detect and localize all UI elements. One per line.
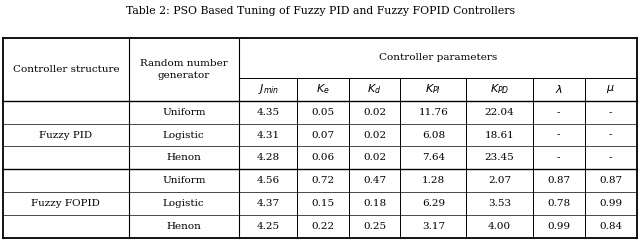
Text: 0.02: 0.02: [363, 153, 386, 162]
Text: $\lambda$: $\lambda$: [555, 83, 563, 95]
Text: -: -: [557, 153, 561, 162]
Text: 22.04: 22.04: [484, 108, 515, 117]
Text: -: -: [557, 108, 561, 117]
Text: 0.84: 0.84: [599, 222, 622, 231]
Text: 0.47: 0.47: [363, 176, 386, 185]
Text: 0.99: 0.99: [547, 222, 570, 231]
Text: 0.22: 0.22: [312, 222, 335, 231]
Text: 18.61: 18.61: [484, 131, 515, 140]
Text: $K_{PD}$: $K_{PD}$: [490, 83, 509, 96]
Text: 0.15: 0.15: [312, 199, 335, 208]
Text: Logistic: Logistic: [163, 131, 205, 140]
Text: -: -: [557, 131, 561, 140]
Text: 1.28: 1.28: [422, 176, 445, 185]
Text: 2.07: 2.07: [488, 176, 511, 185]
Text: 0.87: 0.87: [599, 176, 622, 185]
Text: Controller parameters: Controller parameters: [379, 53, 497, 62]
Text: 0.18: 0.18: [363, 199, 386, 208]
Text: 0.05: 0.05: [312, 108, 335, 117]
Text: 11.76: 11.76: [419, 108, 448, 117]
Text: 0.02: 0.02: [363, 131, 386, 140]
Text: Henon: Henon: [166, 153, 201, 162]
Text: 6.29: 6.29: [422, 199, 445, 208]
Text: 4.00: 4.00: [488, 222, 511, 231]
Text: Controller structure: Controller structure: [13, 65, 119, 74]
Text: Uniform: Uniform: [162, 108, 205, 117]
Text: Henon: Henon: [166, 222, 201, 231]
Text: -: -: [609, 153, 612, 162]
Text: 4.35: 4.35: [257, 108, 280, 117]
Text: 0.02: 0.02: [363, 108, 386, 117]
Text: Fuzzy FOPID: Fuzzy FOPID: [31, 199, 100, 208]
Text: 0.07: 0.07: [312, 131, 335, 140]
Text: $K_{PI}$: $K_{PI}$: [426, 83, 442, 96]
Text: 0.99: 0.99: [599, 199, 622, 208]
Text: $J_{min}$: $J_{min}$: [258, 82, 279, 96]
Text: $K_e$: $K_e$: [316, 83, 330, 96]
Text: 4.25: 4.25: [257, 222, 280, 231]
Text: Random number
generator: Random number generator: [140, 59, 228, 80]
Text: 4.37: 4.37: [257, 199, 280, 208]
Text: 0.06: 0.06: [312, 153, 335, 162]
Text: Fuzzy PID: Fuzzy PID: [39, 131, 92, 140]
Text: 0.78: 0.78: [547, 199, 570, 208]
Text: 7.64: 7.64: [422, 153, 445, 162]
Text: 0.72: 0.72: [312, 176, 335, 185]
Text: 0.25: 0.25: [363, 222, 386, 231]
Text: 6.08: 6.08: [422, 131, 445, 140]
Text: Uniform: Uniform: [162, 176, 205, 185]
Text: 3.17: 3.17: [422, 222, 445, 231]
Text: 4.56: 4.56: [257, 176, 280, 185]
Text: 4.31: 4.31: [257, 131, 280, 140]
Text: 4.28: 4.28: [257, 153, 280, 162]
Text: Table 2: PSO Based Tuning of Fuzzy PID and Fuzzy FOPID Controllers: Table 2: PSO Based Tuning of Fuzzy PID a…: [125, 6, 515, 16]
Text: 0.87: 0.87: [547, 176, 570, 185]
Text: 23.45: 23.45: [484, 153, 515, 162]
Text: -: -: [609, 131, 612, 140]
Text: $K_d$: $K_d$: [367, 83, 381, 96]
Text: -: -: [609, 108, 612, 117]
Text: 3.53: 3.53: [488, 199, 511, 208]
Text: Logistic: Logistic: [163, 199, 205, 208]
Text: $\mu$: $\mu$: [606, 83, 615, 95]
